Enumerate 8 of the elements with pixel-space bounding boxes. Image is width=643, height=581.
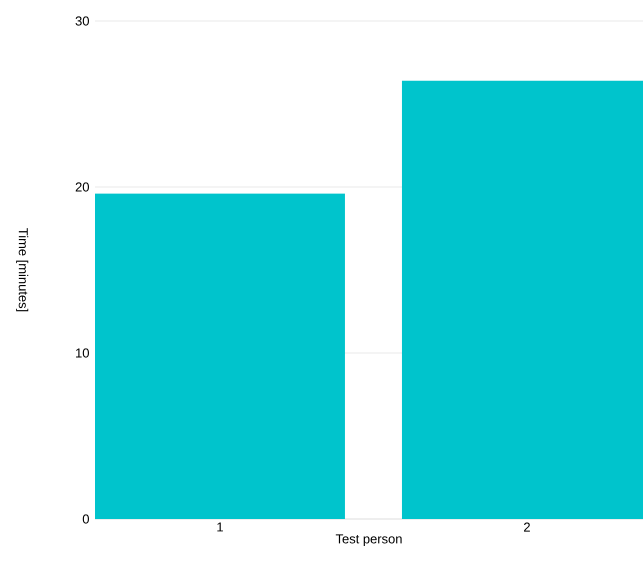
y-tick-label: 20	[76, 182, 89, 192]
x-axis-title: Test person	[336, 534, 402, 546]
x-tick-label: 2	[524, 522, 530, 532]
x-tick-label: 1	[217, 522, 223, 532]
y-tick-label: 0	[82, 514, 89, 524]
y-tick-label: 30	[76, 16, 89, 26]
y-axis-title: Time [minutes]	[16, 228, 28, 312]
y-tick-label: 10	[76, 348, 89, 358]
